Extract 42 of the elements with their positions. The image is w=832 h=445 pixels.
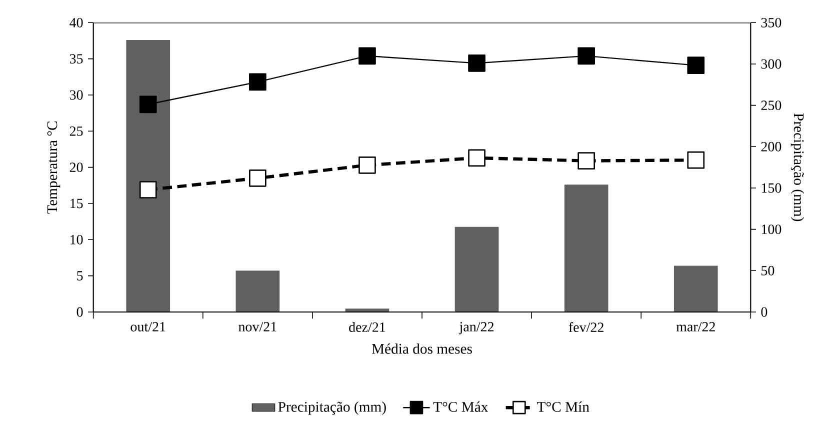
- bar: [236, 270, 280, 312]
- y-tick-label: 15: [70, 198, 83, 208]
- legend-label: T°C Mín: [537, 402, 590, 412]
- y-tick-label: 35: [70, 54, 83, 64]
- bar: [126, 40, 170, 312]
- bar: [674, 266, 718, 312]
- legend-label: Precipitação (mm): [278, 402, 386, 415]
- bar: [564, 184, 608, 312]
- y2-tick-label: 250: [761, 100, 782, 110]
- point: [139, 96, 157, 114]
- y-tick-label: 5: [77, 271, 83, 280]
- y-axis-title: Temperatura °C: [47, 122, 60, 214]
- y2-tick-label: 0: [761, 307, 768, 317]
- point: [578, 47, 595, 65]
- x-tick-label: fev/22: [568, 322, 604, 332]
- y-tick-label: 0: [76, 307, 83, 317]
- point: [687, 56, 705, 74]
- x-tick-label: mar/22: [676, 322, 715, 332]
- bar: [345, 308, 390, 312]
- y-tick-label: 10: [70, 234, 83, 244]
- legend-label: T°C Máx: [433, 402, 488, 412]
- point: [468, 54, 486, 72]
- x-axis-title: Média dos meses: [372, 343, 472, 354]
- x-tick-label: nov/21: [238, 322, 276, 332]
- point: [139, 181, 157, 198]
- x-tick-label: dez/21: [349, 322, 386, 332]
- x-tick-label: out/21: [130, 322, 166, 332]
- y2-tick-label: 50: [762, 266, 774, 276]
- y2-tick-label: 150: [762, 183, 782, 193]
- y-tick-label: 25: [70, 126, 83, 136]
- point: [249, 73, 266, 91]
- y2-tick-label: 350: [761, 18, 782, 28]
- point: [358, 47, 376, 65]
- y2-tick-label: 300: [761, 59, 782, 69]
- x-tick-label: jan/22: [458, 322, 494, 334]
- y-tick-label: 20: [70, 162, 83, 172]
- y-tick-label: 40: [70, 18, 83, 28]
- y2-axis-title: Precipitação (mm): [790, 113, 804, 222]
- y-tick-label: 30: [70, 90, 83, 100]
- y2-tick-label: 100: [762, 224, 782, 234]
- y2-tick-label: 200: [761, 142, 782, 152]
- bar: [454, 226, 499, 312]
